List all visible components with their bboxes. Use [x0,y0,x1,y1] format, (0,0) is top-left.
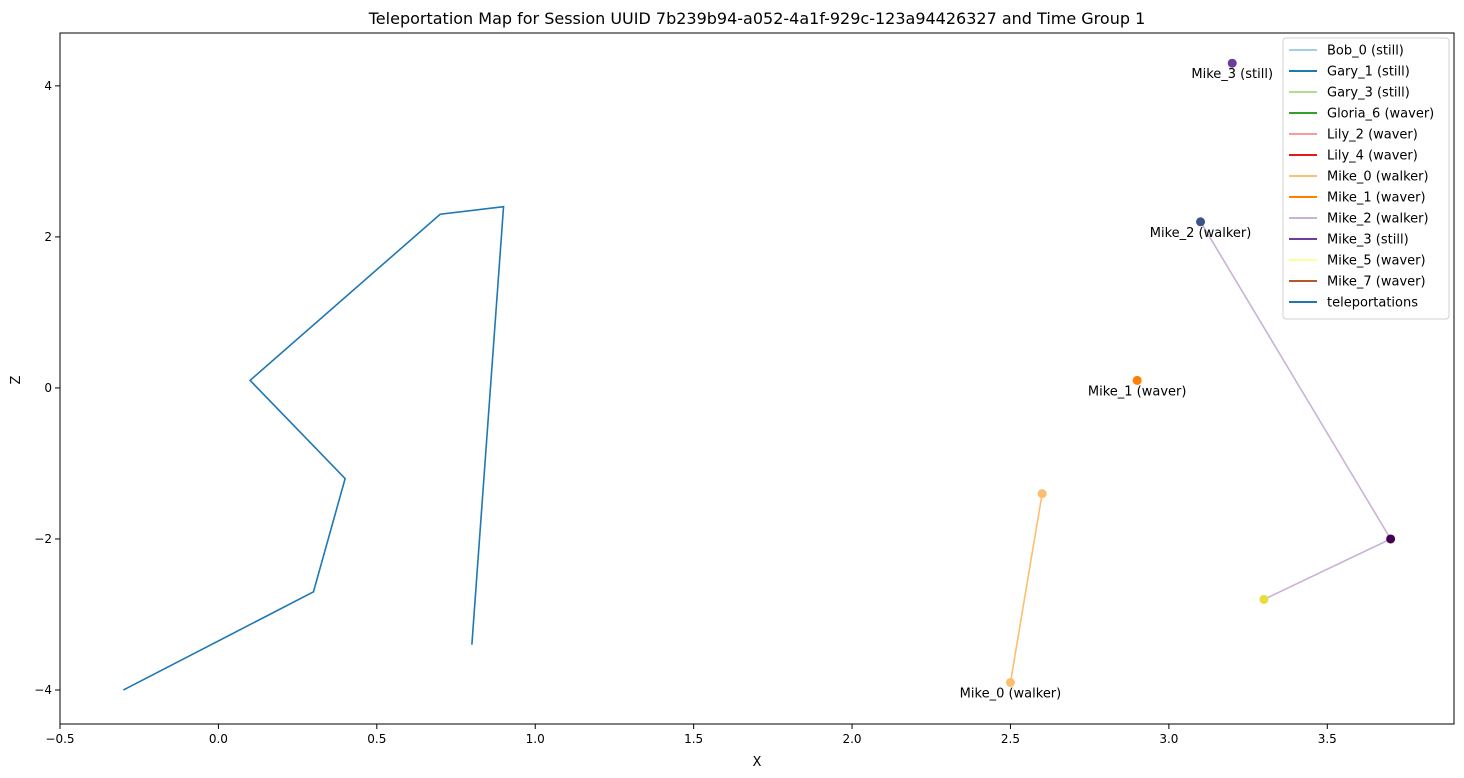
x-axis: −0.5 0.0 0.5 1.0 1.5 2.0 2.5 3.0 3.5 [45,724,1337,746]
x-tick-label: 0.0 [209,732,228,746]
legend-label: Gary_1 (still) [1327,65,1410,80]
legend-label: Lily_4 (waver) [1327,149,1418,164]
y-tick-label: 0 [44,381,52,395]
x-tick-label: 2.0 [842,732,861,746]
legend-label: Mike_3 (still) [1327,233,1409,248]
series-point [1196,217,1206,227]
y-tick-label: −4 [34,683,52,697]
x-tick-label: 0.5 [367,732,386,746]
x-tick-label: 3.5 [1318,732,1337,746]
plot-layer: Mike_0 (walker) Mike_1 (waver) Mike_2 (wal… [122,58,1396,701]
x-tick-label: 2.5 [1001,732,1020,746]
series-point [1227,58,1237,68]
legend-box [1282,37,1450,320]
legend-label: teleportations [1327,296,1418,311]
plot-frame [59,32,1455,725]
y-tick-label: 2 [44,230,52,244]
y-axis: −4 −2 0 2 4 [34,79,60,697]
series-label: Mike_1 (waver) [1088,384,1187,399]
legend-label: Bob_0 (still) [1327,44,1404,59]
series-point [1386,534,1396,544]
x-tick-label: 1.0 [526,732,545,746]
series-point [1037,489,1047,499]
x-tick-label: 1.5 [684,732,703,746]
x-axis-label: X [753,755,762,770]
y-tick-label: 4 [44,79,52,93]
y-axis-label: Z [9,375,24,384]
teleportation-path [122,205,505,691]
chart-title: Teleportation Map for Session UUID 7b239… [368,9,1146,28]
series-label: Mike_2 (walker) [1150,226,1252,241]
x-tick-label: 3.0 [1159,732,1178,746]
series-point [1005,677,1015,687]
legend: Bob_0 (still) Gary_1 (still) Gary_3 (still… [1282,37,1450,320]
legend-label: Mike_0 (walker) [1327,170,1429,185]
series-label: Mike_3 (still) [1191,67,1273,82]
series-line [1009,493,1043,683]
legend-label: Gloria_6 (waver) [1327,107,1434,122]
y-tick-label: −2 [34,532,52,546]
legend-label: Lily_2 (waver) [1327,128,1418,143]
legend-label: Mike_5 (waver) [1327,254,1426,269]
legend-label: Mike_7 (waver) [1327,275,1426,290]
series-point [1259,594,1269,604]
legend-label: Gary_3 (still) [1327,86,1410,101]
series-label: Mike_0 (walker) [960,686,1062,701]
x-tick-label: −0.5 [45,732,74,746]
legend-label: Mike_2 (walker) [1327,212,1429,227]
legend-label: Mike_1 (waver) [1327,191,1426,206]
series-point [1132,375,1142,385]
